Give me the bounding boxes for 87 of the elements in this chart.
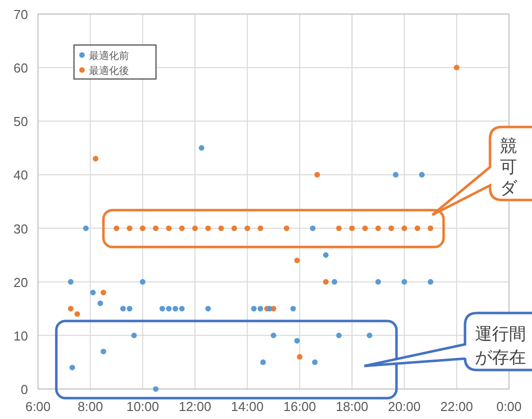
point bbox=[205, 306, 211, 312]
x-tick-label: 22:00 bbox=[440, 399, 473, 414]
point bbox=[323, 279, 329, 285]
point bbox=[97, 300, 104, 306]
point bbox=[336, 332, 342, 338]
point bbox=[90, 290, 96, 296]
point bbox=[296, 354, 302, 360]
point bbox=[258, 225, 264, 232]
point bbox=[192, 225, 198, 232]
point bbox=[159, 306, 166, 312]
point bbox=[198, 145, 204, 151]
annotation: 競可ダ bbox=[500, 136, 518, 198]
point bbox=[260, 359, 266, 366]
point bbox=[231, 225, 238, 232]
point bbox=[366, 332, 372, 338]
point bbox=[375, 225, 381, 232]
point bbox=[419, 172, 425, 178]
point bbox=[314, 172, 320, 178]
point bbox=[428, 225, 434, 232]
point bbox=[284, 225, 290, 232]
point bbox=[294, 258, 300, 264]
point bbox=[266, 306, 272, 312]
point bbox=[126, 225, 132, 232]
x-tick-label: 6:00 bbox=[25, 399, 51, 414]
x-tick-label: 20:00 bbox=[388, 399, 421, 414]
point bbox=[152, 225, 159, 232]
point bbox=[152, 386, 159, 392]
point bbox=[310, 225, 316, 232]
x-tick-label: 12:00 bbox=[178, 399, 212, 414]
x-tick-label: 10:00 bbox=[126, 399, 159, 414]
point bbox=[166, 225, 172, 232]
point bbox=[294, 338, 300, 344]
point bbox=[428, 279, 434, 285]
x-tick-label: 16:00 bbox=[283, 399, 316, 414]
point bbox=[244, 225, 250, 232]
point bbox=[454, 64, 460, 70]
point bbox=[362, 225, 368, 232]
point bbox=[218, 225, 224, 232]
point bbox=[140, 279, 146, 285]
point bbox=[388, 225, 394, 232]
point bbox=[179, 225, 185, 232]
y-tick-label: 70 bbox=[14, 7, 28, 22]
point bbox=[205, 225, 211, 232]
point bbox=[131, 332, 137, 338]
point bbox=[74, 311, 80, 317]
point bbox=[126, 306, 132, 312]
x-tick-label: 14:00 bbox=[231, 399, 264, 414]
point bbox=[83, 225, 89, 232]
point bbox=[114, 225, 120, 232]
point bbox=[92, 156, 98, 162]
point bbox=[375, 279, 381, 285]
point bbox=[100, 290, 106, 296]
point bbox=[68, 279, 74, 285]
point bbox=[69, 364, 76, 370]
point bbox=[166, 306, 172, 312]
y-tick-label: 60 bbox=[14, 60, 28, 76]
y-tick-label: 40 bbox=[14, 168, 28, 183]
x-tick-label: 18:00 bbox=[336, 399, 368, 414]
point bbox=[414, 225, 420, 232]
point bbox=[100, 348, 106, 354]
x-tick-label: 8:00 bbox=[78, 399, 103, 414]
point bbox=[270, 332, 276, 338]
point bbox=[251, 306, 257, 312]
point bbox=[402, 225, 408, 232]
x-tick-label: 0:00 bbox=[496, 399, 522, 414]
point bbox=[336, 225, 342, 232]
point bbox=[392, 172, 398, 178]
point bbox=[402, 279, 408, 285]
legend-label: 最適化後 bbox=[89, 65, 129, 77]
point bbox=[258, 306, 264, 312]
y-tick-label: 20 bbox=[14, 274, 28, 290]
point bbox=[312, 359, 318, 366]
point bbox=[323, 252, 329, 258]
annotation: 運行間が存在 bbox=[475, 324, 526, 367]
point bbox=[68, 306, 74, 312]
point bbox=[332, 279, 338, 285]
legend-label: 最適化前 bbox=[89, 50, 129, 62]
y-tick-label: 0 bbox=[20, 382, 28, 397]
point bbox=[120, 306, 126, 312]
point bbox=[140, 225, 146, 232]
y-tick-label: 30 bbox=[14, 221, 28, 236]
point bbox=[172, 306, 178, 312]
point bbox=[349, 225, 355, 232]
point bbox=[179, 306, 185, 312]
point bbox=[290, 306, 296, 312]
y-tick-label: 50 bbox=[14, 114, 28, 130]
y-tick-label: 10 bbox=[14, 328, 28, 344]
